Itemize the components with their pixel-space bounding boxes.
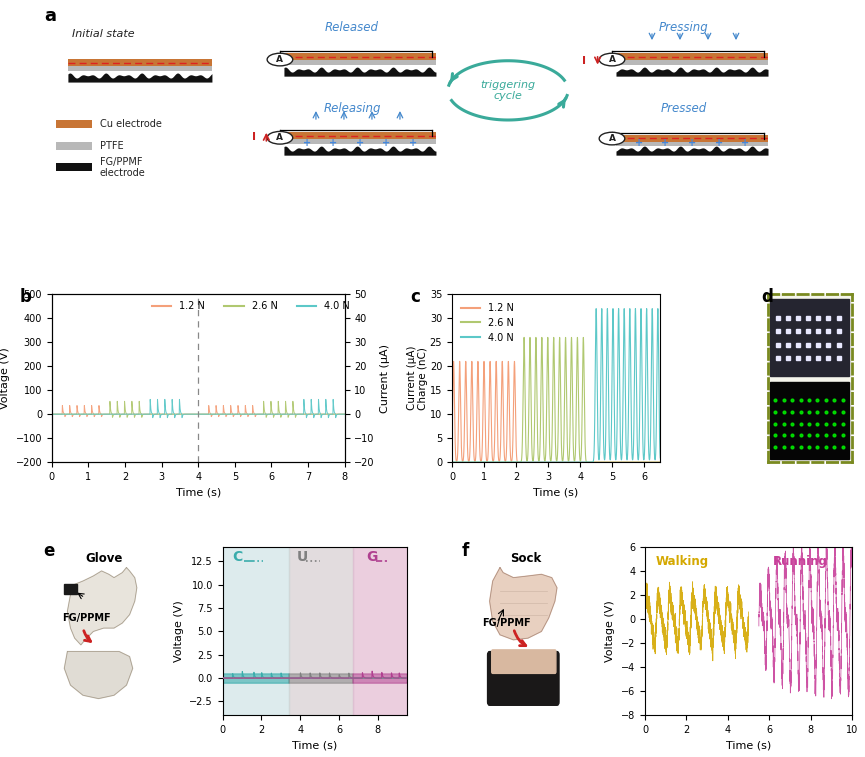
- Text: e: e: [43, 543, 55, 560]
- Text: Initial state: Initial state: [72, 29, 135, 39]
- Text: c: c: [410, 288, 420, 306]
- Text: Walking: Walking: [656, 555, 708, 568]
- Text: +: +: [714, 138, 722, 148]
- Text: I: I: [252, 132, 255, 142]
- Text: b: b: [20, 288, 32, 306]
- X-axis label: Time (s): Time (s): [176, 488, 221, 497]
- X-axis label: Time (s): Time (s): [726, 740, 771, 751]
- Text: +: +: [409, 138, 417, 148]
- X-axis label: Time (s): Time (s): [292, 740, 337, 751]
- Text: +: +: [356, 138, 364, 148]
- Y-axis label: Voltage (V): Voltage (V): [606, 600, 615, 662]
- Polygon shape: [490, 568, 557, 640]
- Text: triggering
cycle: triggering cycle: [480, 79, 535, 101]
- Text: +: +: [635, 138, 643, 148]
- Text: Pressed: Pressed: [661, 102, 707, 115]
- Circle shape: [267, 132, 292, 144]
- Text: FG/PPMF: FG/PPMF: [483, 618, 531, 628]
- Bar: [223, 547, 289, 715]
- Legend: 1.2 N, 2.6 N, 4.0 N: 1.2 N, 2.6 N, 4.0 N: [148, 298, 354, 315]
- Polygon shape: [67, 568, 137, 645]
- Y-axis label: Current (μA): Current (μA): [381, 344, 390, 413]
- Text: G: G: [366, 550, 377, 565]
- Text: +: +: [741, 138, 749, 148]
- Legend: 1.2 N, 2.6 N, 4.0 N: 1.2 N, 2.6 N, 4.0 N: [457, 299, 517, 347]
- Text: Released: Released: [325, 21, 379, 34]
- Y-axis label: Current (μA)
Charge (nC): Current (μA) Charge (nC): [407, 346, 428, 410]
- Text: Glove: Glove: [85, 553, 122, 565]
- Text: A: A: [608, 134, 616, 143]
- Bar: [353, 547, 407, 715]
- Text: a: a: [44, 8, 56, 26]
- Text: f: f: [462, 543, 469, 560]
- FancyBboxPatch shape: [491, 650, 556, 674]
- Text: C: C: [233, 550, 243, 565]
- Text: +: +: [688, 138, 696, 148]
- Text: FG/PPMF
electrode: FG/PPMF electrode: [100, 157, 145, 178]
- Text: +: +: [303, 138, 311, 148]
- Bar: [56, 120, 92, 128]
- Text: PTFE: PTFE: [100, 141, 124, 151]
- Text: A: A: [277, 55, 284, 64]
- Text: Cu electrode: Cu electrode: [100, 119, 162, 129]
- Text: d: d: [761, 288, 772, 306]
- Bar: [289, 547, 353, 715]
- Text: Pressing: Pressing: [659, 21, 709, 34]
- Bar: [56, 164, 92, 171]
- Text: Releasing: Releasing: [324, 102, 381, 115]
- Circle shape: [267, 53, 292, 66]
- Text: FG/PPMF: FG/PPMF: [62, 613, 111, 623]
- Bar: [64, 584, 77, 594]
- Polygon shape: [64, 652, 132, 699]
- Text: U: U: [297, 550, 308, 565]
- Bar: [770, 382, 849, 459]
- Text: A: A: [608, 55, 616, 64]
- Text: Running: Running: [772, 555, 828, 568]
- Text: Sock: Sock: [510, 553, 541, 565]
- Circle shape: [599, 132, 625, 145]
- Bar: [56, 142, 92, 150]
- Text: I: I: [582, 56, 586, 66]
- Text: A: A: [277, 133, 284, 142]
- Bar: [770, 299, 849, 376]
- Text: +: +: [662, 138, 670, 148]
- Text: +: +: [382, 138, 391, 148]
- Text: +: +: [330, 138, 337, 148]
- Y-axis label: Voltage (V): Voltage (V): [174, 600, 184, 662]
- X-axis label: Time (s): Time (s): [534, 488, 579, 497]
- Y-axis label: Voltage (V): Voltage (V): [0, 347, 10, 409]
- FancyBboxPatch shape: [488, 652, 559, 706]
- Circle shape: [599, 53, 625, 66]
